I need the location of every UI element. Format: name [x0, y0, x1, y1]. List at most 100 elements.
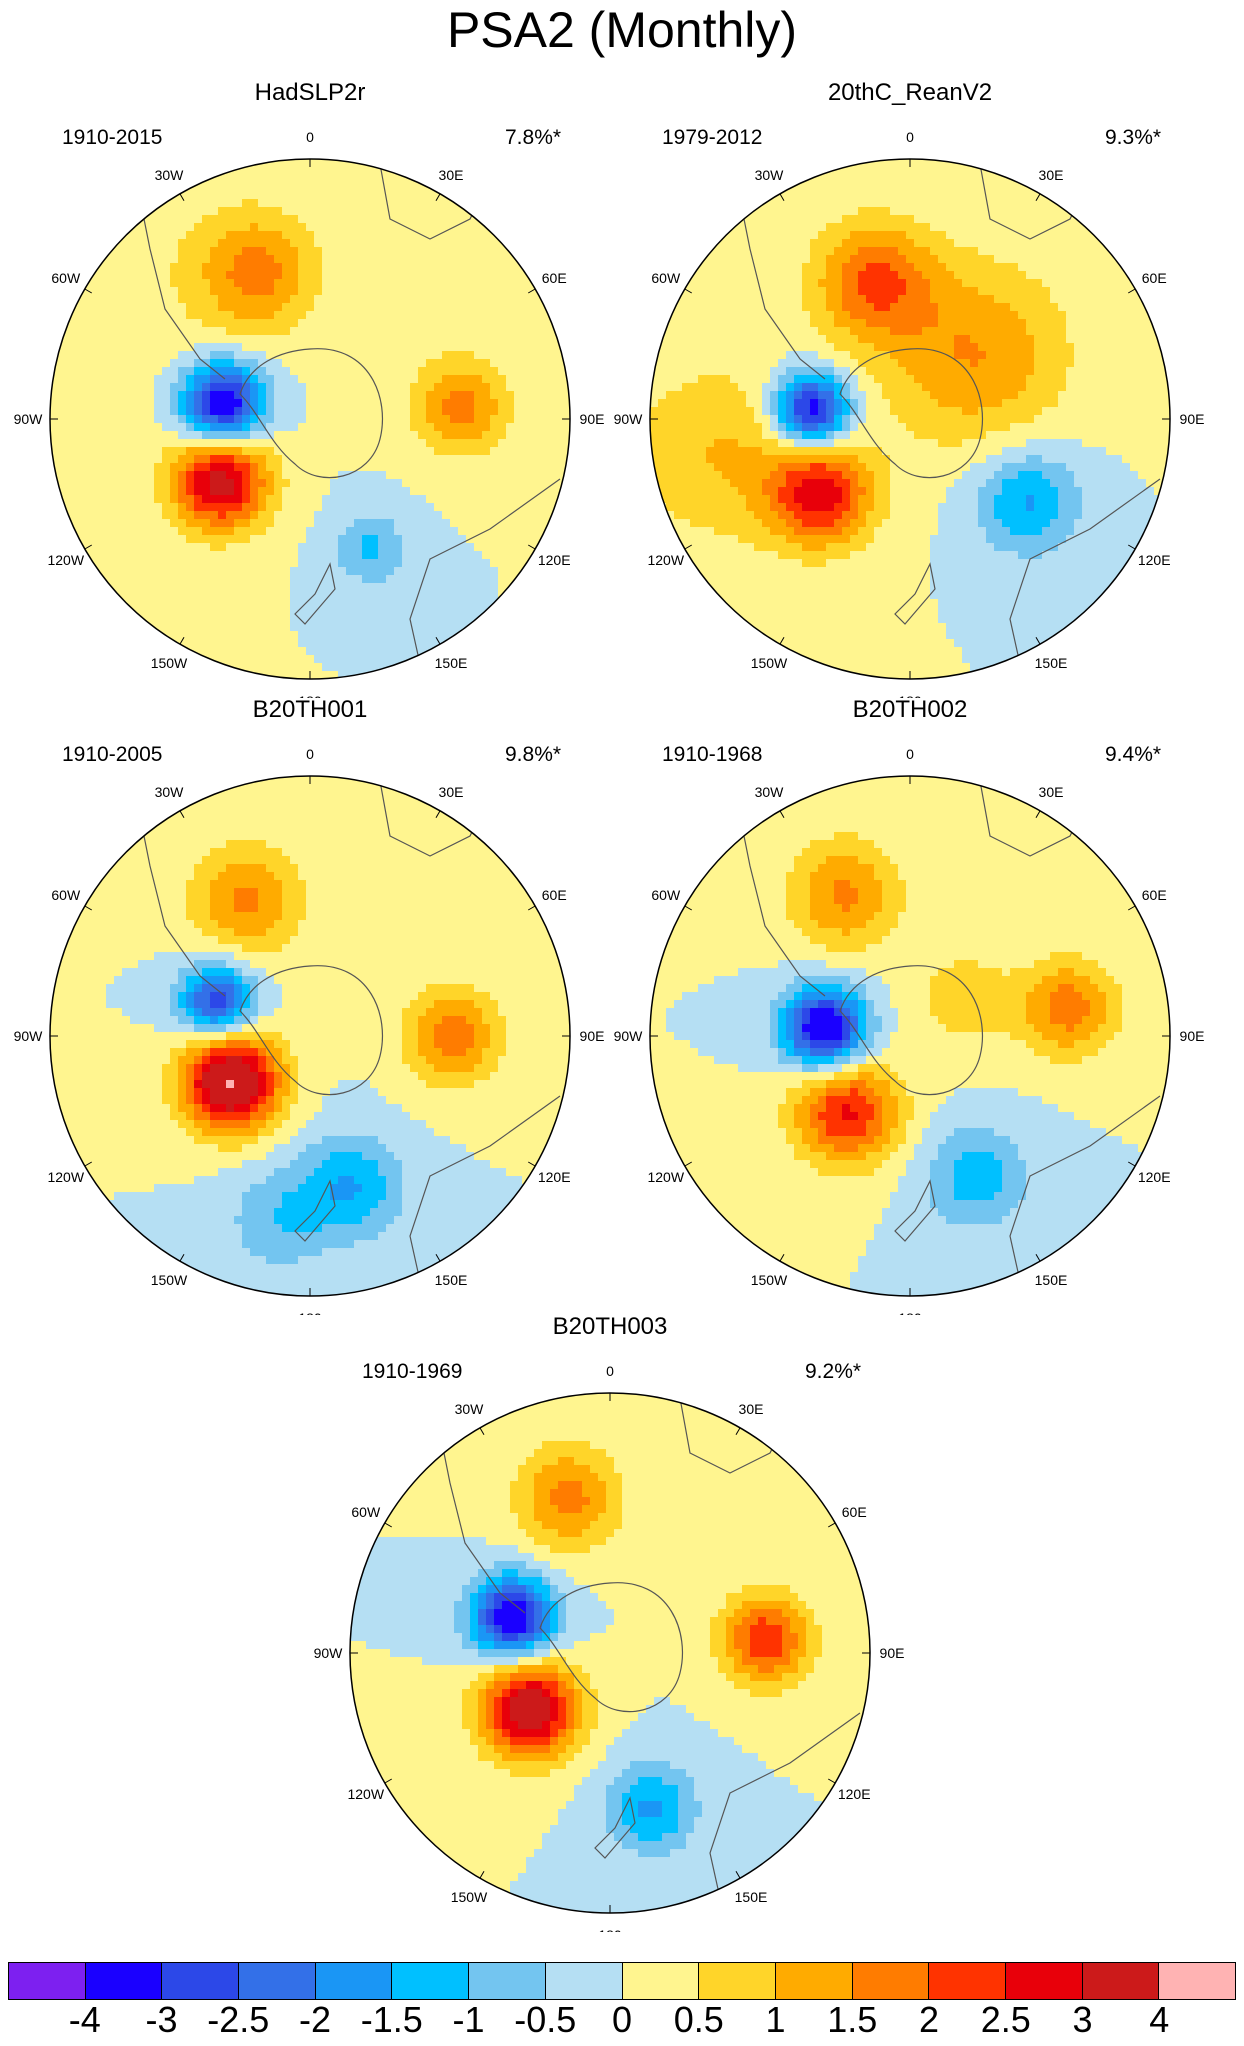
contour-cell	[722, 399, 731, 408]
contour-cell	[66, 535, 75, 544]
contour-cell	[202, 567, 211, 576]
contour-cell	[210, 239, 219, 248]
map-panel-hadslp2r: HadSLP2r 1910-2015 7.8%* 0 30E 60E 90E 120E 1…	[0, 78, 620, 698]
contour-cell	[362, 399, 371, 408]
contour-cell	[178, 359, 187, 368]
contour-cell	[234, 303, 243, 312]
contour-cell	[202, 343, 211, 352]
contour-cell	[130, 327, 139, 336]
contour-cell	[474, 247, 483, 256]
contour-cell	[762, 599, 771, 608]
contour-cell	[450, 559, 459, 568]
contour-cell	[282, 591, 291, 600]
contour-cell	[474, 295, 483, 304]
contour-cell	[226, 335, 235, 344]
panel-title: 20thC_ReanV2	[827, 79, 993, 106]
contour-cell	[674, 343, 683, 352]
contour-cell	[786, 199, 795, 208]
contour-cell	[546, 415, 555, 424]
contour-cell	[562, 391, 570, 400]
contour-cell	[762, 623, 771, 632]
contour-cell	[866, 287, 875, 296]
contour-cell	[474, 503, 483, 512]
contour-cell	[82, 415, 91, 424]
contour-cell	[466, 447, 475, 456]
contour-cell	[722, 479, 731, 488]
contour-cell	[354, 351, 363, 360]
contour-cell	[122, 303, 131, 312]
contour-cell	[818, 279, 827, 288]
contour-cell	[298, 519, 307, 528]
contour-cell	[810, 551, 819, 560]
contour-cell	[170, 623, 179, 632]
contour-cell	[226, 543, 235, 552]
contour-cell	[842, 223, 851, 232]
contour-cell	[778, 463, 787, 472]
contour-cell	[322, 407, 331, 416]
contour-cell	[298, 303, 307, 312]
contour-cell	[458, 423, 467, 432]
contour-cell	[66, 447, 75, 456]
contour-cell	[746, 439, 755, 448]
contour-cell	[386, 223, 395, 232]
contour-cell	[474, 215, 483, 224]
contour-cell	[122, 511, 131, 520]
contour-cell	[394, 231, 403, 240]
contour-cell	[506, 415, 515, 424]
contour-cell	[274, 239, 283, 248]
contour-cell	[810, 535, 819, 544]
contour-cell	[306, 383, 315, 392]
contour-cell	[354, 359, 363, 368]
contour-cell	[458, 343, 467, 352]
contour-cell	[786, 279, 795, 288]
contour-cell	[418, 199, 427, 208]
contour-cell	[290, 327, 299, 336]
contour-cell	[194, 599, 203, 608]
contour-cell	[330, 207, 339, 216]
contour-cell	[106, 463, 115, 472]
contour-cell	[442, 255, 451, 264]
contour-cell	[138, 511, 147, 520]
contour-cell	[402, 343, 411, 352]
contour-cell	[722, 527, 731, 536]
contour-cell	[714, 279, 723, 288]
contour-cell	[122, 447, 131, 456]
contour-cell	[826, 591, 835, 600]
contour-cell	[810, 527, 819, 536]
contour-cell	[866, 423, 875, 432]
contour-cell	[698, 367, 707, 376]
contour-cell	[362, 503, 371, 512]
contour-cell	[298, 255, 307, 264]
contour-cell	[666, 463, 675, 472]
contour-cell	[146, 519, 155, 528]
contour-cell	[514, 471, 523, 480]
contour-cell	[202, 287, 211, 296]
contour-cell	[866, 311, 875, 320]
contour-cell	[298, 671, 307, 679]
contour-cell	[306, 295, 315, 304]
contour-cell	[226, 559, 235, 568]
contour-cell	[818, 207, 827, 216]
contour-cell	[794, 535, 803, 544]
contour-cell	[442, 375, 451, 384]
contour-cell	[218, 527, 227, 536]
contour-cell	[218, 295, 227, 304]
contour-cell	[866, 207, 875, 216]
contour-cell	[410, 343, 419, 352]
contour-cell	[738, 575, 747, 584]
contour-cell	[146, 383, 155, 392]
contour-cell	[114, 303, 123, 312]
contour-cell	[410, 447, 419, 456]
contour-cell	[386, 439, 395, 448]
contour-cell	[418, 311, 427, 320]
contour-cell	[170, 463, 179, 472]
contour-cell	[762, 503, 771, 512]
contour-cell	[242, 535, 251, 544]
contour-cell	[674, 319, 683, 328]
contour-cell	[170, 183, 179, 192]
contour-cell	[178, 383, 187, 392]
contour-cell	[786, 407, 795, 416]
map-panel-20thc-reanv2: 20thC_ReanV2 1979-2012 9.3%* 0 30E 60E 90E 1…	[600, 78, 1220, 698]
contour-cell	[146, 559, 155, 568]
contour-cell	[298, 287, 307, 296]
